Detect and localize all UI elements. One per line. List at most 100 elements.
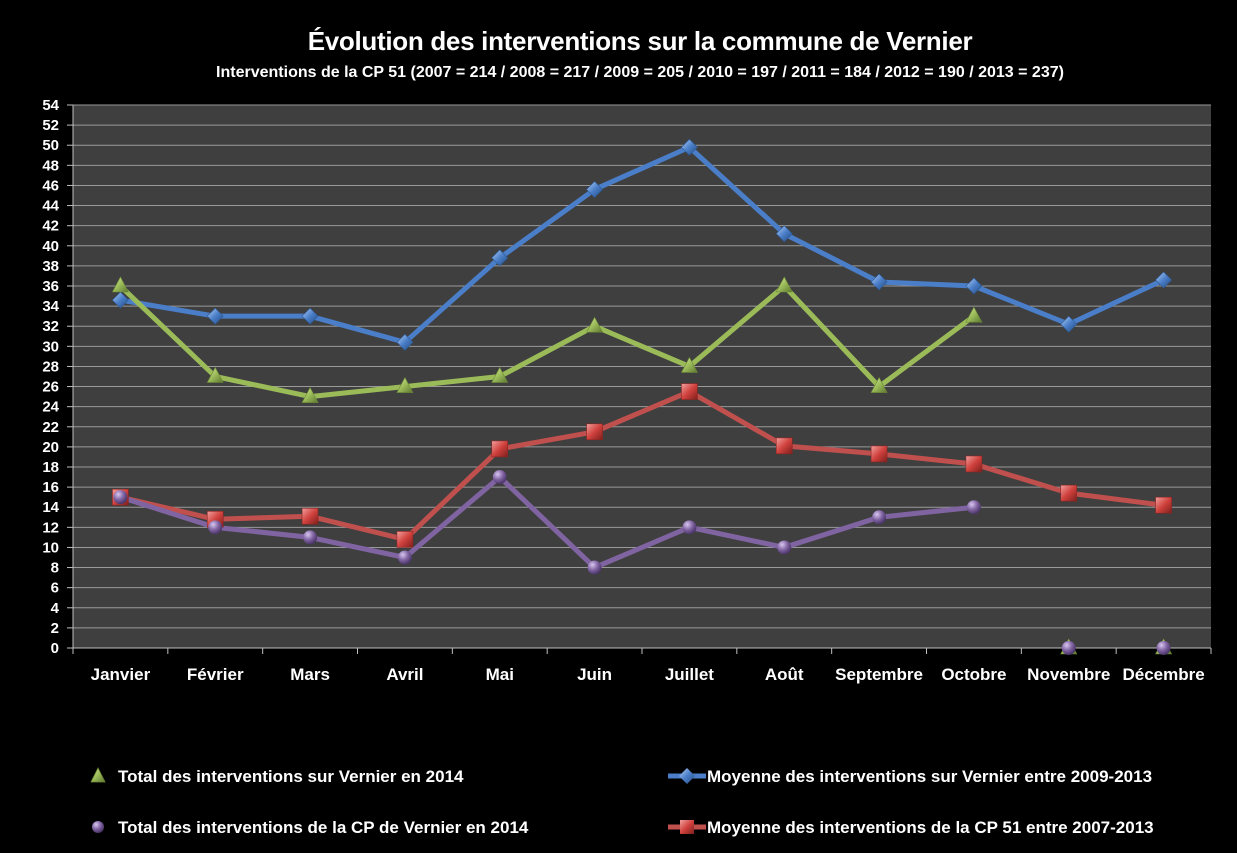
- x-category-label: Mars: [290, 665, 330, 684]
- y-tick-label: 40: [42, 238, 59, 255]
- data-point-square: [1060, 484, 1078, 502]
- plot-area: [73, 105, 1211, 648]
- y-tick-label: 4: [51, 600, 60, 617]
- data-point-triangle: [870, 376, 888, 393]
- y-tick-label: 10: [42, 539, 59, 556]
- data-point-square: [301, 507, 319, 525]
- y-tick-label: 32: [42, 318, 59, 335]
- y-tick-label: 16: [42, 479, 59, 496]
- data-point-square: [1155, 496, 1172, 514]
- series-line-diamond: [117, 144, 1167, 345]
- legend-label-total-vernier-2014: Total des interventions sur Vernier en 2…: [118, 767, 464, 786]
- y-tick-label: 14: [42, 499, 59, 516]
- y-tick-label: 8: [51, 560, 59, 577]
- y-tick-label: 48: [42, 157, 59, 174]
- x-category-label: Juillet: [665, 665, 714, 684]
- series-line-square: [117, 389, 1167, 542]
- legend: Total des interventions sur Vernier en 2…: [90, 767, 1154, 837]
- data-point-triangle: [491, 366, 509, 383]
- data-point-triangle: [775, 276, 793, 293]
- legend-diamond-icon: [679, 768, 695, 784]
- data-point-circle: [872, 510, 887, 525]
- data-point-diamond: [1155, 271, 1173, 289]
- series-lines: [117, 144, 1167, 571]
- data-point-triangle: [206, 366, 224, 383]
- y-tick-label: 12: [42, 519, 59, 536]
- data-point-triangle: [301, 386, 319, 403]
- data-point-triangle: [396, 376, 414, 393]
- y-tick-label: 22: [42, 419, 59, 436]
- data-point-circle: [492, 470, 507, 485]
- y-tick-label: 0: [51, 640, 59, 657]
- legend-square-icon: [680, 820, 694, 834]
- x-category-label: Décembre: [1122, 665, 1204, 684]
- data-point-triangle: [111, 276, 129, 293]
- data-point-diamond: [586, 181, 604, 198]
- data-point-diamond: [111, 291, 129, 309]
- y-tick-label: 52: [42, 117, 59, 134]
- x-category-label: Février: [187, 665, 244, 684]
- data-point-square: [775, 437, 793, 455]
- legend-label-moyenne-vernier: Moyenne des interventions sur Vernier en…: [707, 767, 1152, 786]
- data-point-square: [491, 440, 509, 458]
- data-point-circle: [397, 550, 412, 565]
- data-point-diamond: [775, 225, 793, 243]
- y-tick-label: 34: [42, 298, 59, 315]
- axes: 0246810121416182022242628303234363840424…: [42, 97, 1212, 684]
- series-line-triangle: [117, 283, 977, 400]
- data-point-diamond: [491, 249, 509, 267]
- chart-title: Évolution des interventions sur la commu…: [307, 26, 973, 56]
- data-point-diamond: [680, 138, 698, 156]
- y-tick-label: 44: [42, 198, 59, 215]
- y-tick-label: 30: [42, 338, 59, 355]
- data-point-circle: [303, 530, 318, 545]
- data-point-triangle: [965, 306, 983, 323]
- x-category-label: Août: [765, 665, 804, 684]
- data-point-diamond: [1060, 315, 1078, 333]
- data-point-square: [681, 383, 698, 400]
- y-tick-label: 50: [42, 137, 59, 154]
- y-tick-label: 20: [42, 439, 59, 456]
- data-point-diamond: [396, 333, 414, 351]
- y-tick-label: 18: [42, 459, 59, 476]
- data-point-triangle: [586, 316, 604, 333]
- y-tick-label: 28: [42, 358, 59, 375]
- data-point-circle: [208, 520, 223, 535]
- y-tick-label: 38: [42, 258, 59, 275]
- y-tick-label: 54: [42, 97, 59, 114]
- data-point-circle: [777, 540, 792, 555]
- data-point-triangle: [680, 356, 698, 373]
- y-tick-label: 6: [51, 580, 59, 597]
- data-point-circle: [587, 560, 602, 575]
- y-tick-label: 26: [42, 379, 59, 396]
- x-category-label: Septembre: [835, 665, 923, 684]
- legend-label-total-cp-vernier-2014: Total des interventions de la CP de Vern…: [118, 818, 529, 837]
- series-line-circle: [117, 474, 977, 571]
- chart-subtitle: Interventions de la CP 51 (2007 = 214 / …: [216, 64, 1064, 81]
- gridlines: [73, 104, 1211, 629]
- y-tick-label: 24: [42, 399, 59, 416]
- data-point-square: [870, 445, 888, 463]
- data-point-diamond: [870, 273, 888, 291]
- x-category-label: Avril: [386, 665, 423, 684]
- y-tick-label: 2: [51, 620, 59, 637]
- x-category-label: Juin: [577, 665, 612, 684]
- legend-circle-icon: [92, 821, 104, 833]
- data-point-circle: [1156, 641, 1171, 655]
- data-point-circle: [113, 490, 128, 505]
- legend-label-moyenne-cp51: Moyenne des interventions de la CP 51 en…: [707, 818, 1154, 837]
- data-point-diamond: [301, 307, 319, 325]
- data-point-square: [396, 531, 414, 548]
- x-category-label: Mai: [486, 665, 514, 684]
- data-point-diamond: [965, 277, 983, 295]
- data-point-square: [586, 423, 603, 441]
- data-point-diamond: [206, 307, 224, 325]
- x-category-label: Novembre: [1027, 665, 1110, 684]
- y-tick-label: 36: [42, 278, 59, 295]
- x-category-label: Janvier: [91, 665, 151, 684]
- data-point-square: [965, 455, 983, 473]
- x-category-label: Octobre: [941, 665, 1006, 684]
- y-tick-label: 42: [42, 218, 59, 235]
- legend-triangle-icon: [90, 767, 106, 783]
